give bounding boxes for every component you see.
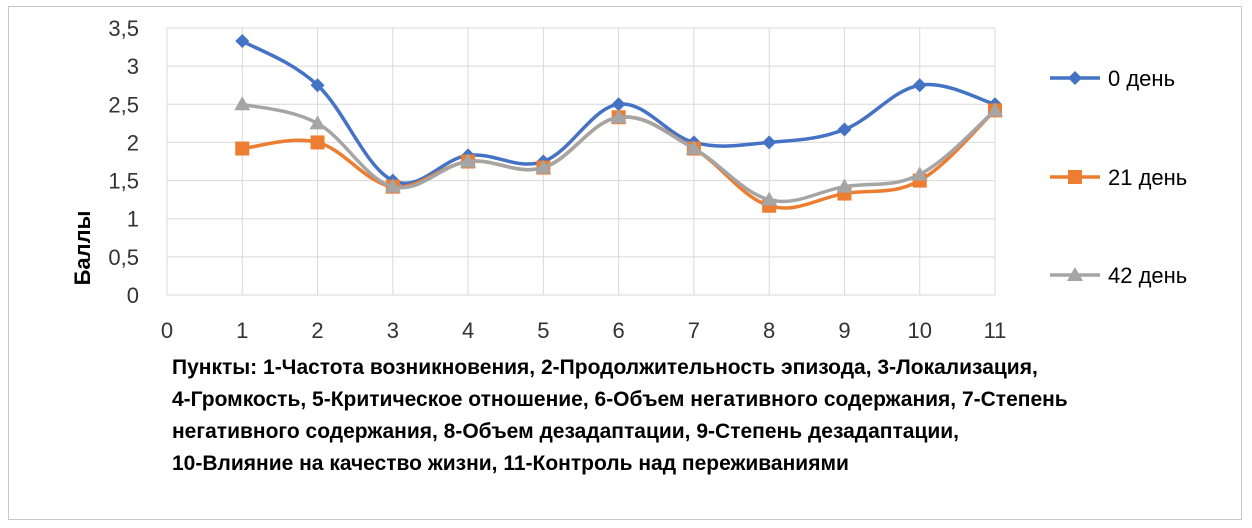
legend-label: 0 день xyxy=(1108,66,1175,91)
data-point xyxy=(234,96,251,111)
legend-marker xyxy=(1067,267,1083,281)
data-point xyxy=(535,159,552,174)
y-tick-label: 1,5 xyxy=(108,169,139,194)
legend-marker xyxy=(1068,71,1082,85)
data-point xyxy=(912,78,927,93)
legend-item: 0 день xyxy=(1050,66,1175,91)
data-point xyxy=(837,122,852,137)
x-tick-label: 1 xyxy=(236,318,248,343)
x-tick-label: 6 xyxy=(613,318,625,343)
data-point xyxy=(987,102,1003,117)
x-tick-label: 2 xyxy=(311,318,323,343)
data-point xyxy=(310,78,325,93)
data-point xyxy=(685,140,702,155)
caption-line: негативного содержания, 8-Объем дезадапт… xyxy=(172,420,960,443)
data-point xyxy=(460,153,477,168)
y-tick-label: 2,5 xyxy=(108,92,139,117)
data-point xyxy=(911,166,928,181)
data-point xyxy=(761,191,778,206)
series-line xyxy=(241,39,996,185)
series-3 xyxy=(234,96,1003,206)
x-tick-label: 4 xyxy=(462,318,474,343)
caption-line: 4-Громкость, 5-Критическое отношение, 6-… xyxy=(172,388,1068,411)
legend: 0 день 21 день 42 день xyxy=(1050,66,1187,288)
data-point xyxy=(611,97,626,112)
data-point xyxy=(384,178,401,193)
data-point xyxy=(610,109,627,124)
data-point xyxy=(235,141,250,156)
x-tick-label: 11 xyxy=(984,318,1007,343)
legend-label: 21 день xyxy=(1108,165,1187,190)
legend-marker xyxy=(1068,170,1082,184)
legend-item: 21 день xyxy=(1050,165,1187,190)
x-tick-label: 7 xyxy=(688,318,700,343)
x-tick-label: 10 xyxy=(907,318,931,343)
x-tick-label: 5 xyxy=(537,318,549,343)
y-axis-label: Баллы xyxy=(70,211,95,286)
x-tick-label: 8 xyxy=(763,318,775,343)
caption-line: 10-Влияние на качество жизни, 11-Контрол… xyxy=(172,452,849,475)
x-tick-labels: 0 1 2 3 4 5 6 7 8 9 10 11 xyxy=(161,318,1007,343)
y-tick-label: 1 xyxy=(127,207,139,232)
caption: Пункты: 1-Частота возникновения, 2-Продо… xyxy=(172,352,1232,480)
y-tick-label: 3,5 xyxy=(108,16,139,41)
caption-line: Пункты: 1-Частота возникновения, 2-Продо… xyxy=(172,356,1038,379)
data-point xyxy=(310,135,325,150)
y-tick-labels: 0 0,5 1 1,5 2 2,5 3 3,5 xyxy=(108,16,139,308)
y-tick-label: 3 xyxy=(127,54,139,79)
chart-frame xyxy=(8,6,1242,520)
data-point xyxy=(762,135,777,150)
legend-label: 42 день xyxy=(1108,263,1187,288)
y-tick-label: 0 xyxy=(127,283,139,308)
series-group xyxy=(234,33,1003,213)
x-tick-label: 9 xyxy=(838,318,850,343)
x-tick-label: 0 xyxy=(161,318,173,343)
data-point xyxy=(235,33,250,48)
grid xyxy=(166,27,996,296)
y-tick-label: 0,5 xyxy=(108,245,139,270)
y-tick-label: 2 xyxy=(127,130,139,155)
data-point xyxy=(309,115,326,130)
data-point xyxy=(836,178,853,193)
legend-item: 42 день xyxy=(1050,263,1187,288)
x-tick-label: 3 xyxy=(387,318,399,343)
